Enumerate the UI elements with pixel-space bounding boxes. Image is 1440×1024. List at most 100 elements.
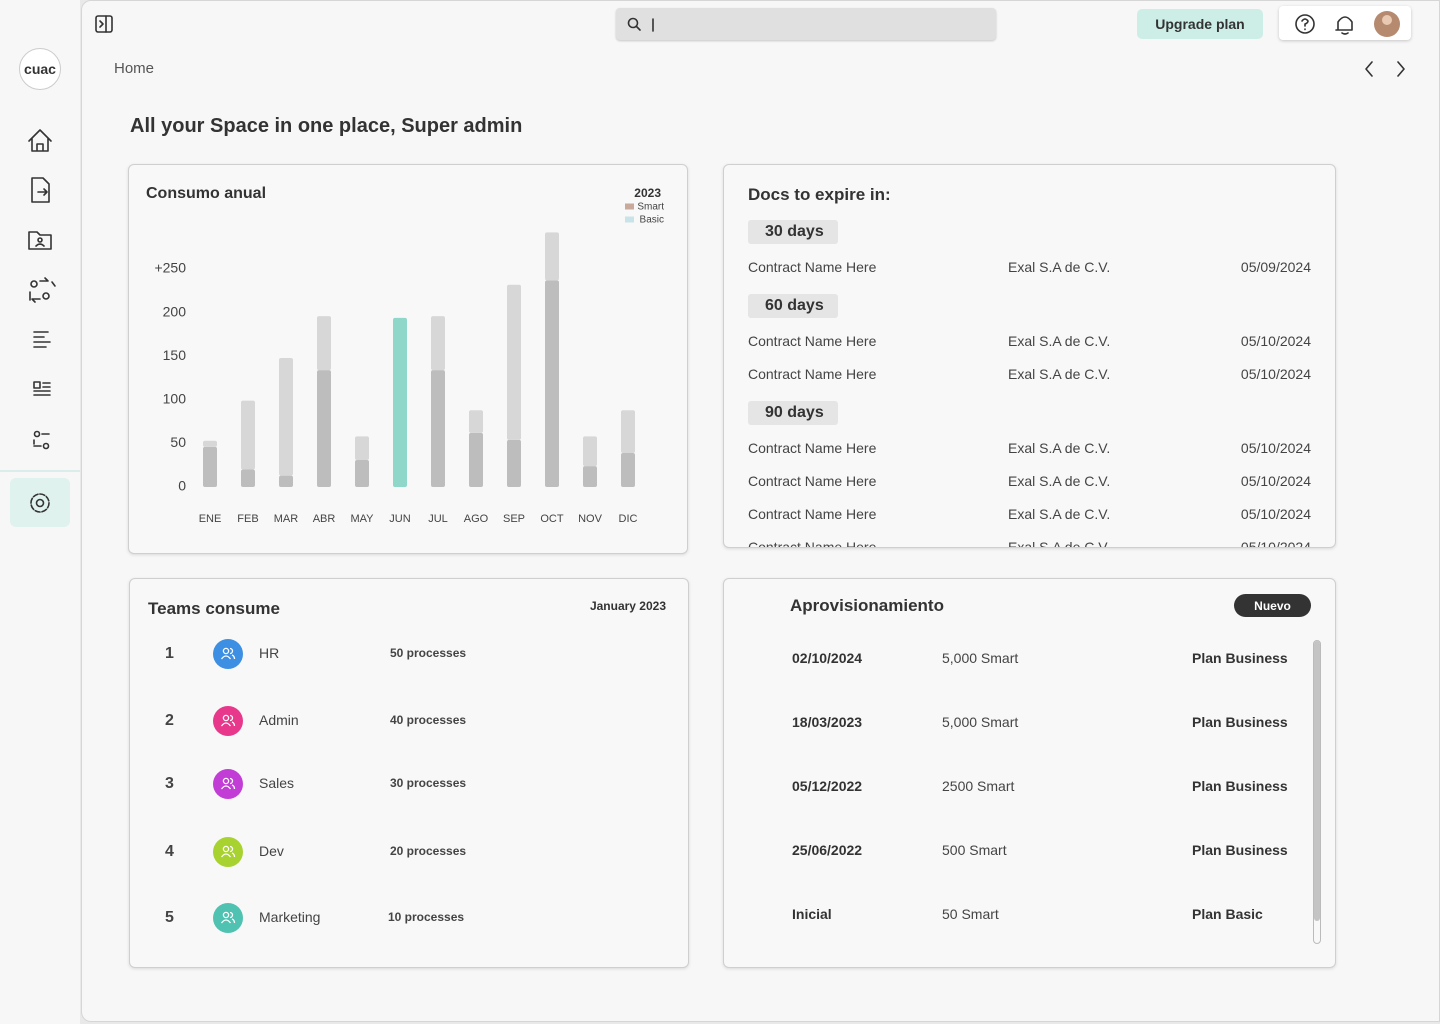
company: Exal S.A de C.V. [1008,333,1111,349]
flow-icon[interactable] [33,430,50,450]
bar-segment [431,370,445,487]
new-badge[interactable]: Nuevo [1234,594,1311,617]
docs-card: Docs to expire in: 30 days Contract Name … [723,164,1336,548]
provision-date: 25/06/2022 [792,842,863,858]
bar-segment [545,232,559,281]
list-icon[interactable] [33,331,51,348]
bar-segment [583,466,597,487]
bar-segment [507,284,521,440]
contract-name: Contract Name Here [748,440,877,456]
y-tick-label: 150 [163,347,187,363]
team-name: HR [259,645,280,661]
team-name: Admin [259,712,299,728]
toolbar [1279,6,1411,40]
team-processes: 10 processes [388,910,465,924]
back[interactable] [1365,61,1373,77]
bar-segment [507,439,521,487]
expiry-chip: 60 days [748,294,838,318]
chart: Consumo anual 2023 0 50 100 150 200 +250 ENE FE… [146,185,664,525]
chart-card: Consumo anual 2023 0 50 100 150 200 +250 ENE FE… [128,164,688,554]
x-tick-label: JUN [389,513,410,525]
company: Exal S.A de C.V. [1008,259,1111,275]
x-tick-label: MAR [274,513,299,525]
team-processes: 20 processes [390,844,467,858]
team-icon [220,777,236,790]
team-name: Dev [259,843,284,859]
team-rank: 5 [165,909,174,926]
expiry-date: 05/10/2024 [1240,366,1311,382]
provision-date: 18/03/2023 [792,714,863,730]
bar-segment [393,317,407,487]
bar-segment [355,459,369,487]
y-tick-label: 50 [170,434,186,450]
expiry-date: 05/10/2024 [1240,440,1311,456]
x-tick-label: AGO [464,513,489,525]
team-name: Marketing [259,909,321,925]
search-box[interactable] [616,8,996,40]
team-rank: 1 [165,645,174,662]
bar-segment [241,400,255,470]
x-tick-label: ABR [313,513,336,525]
provisioning-title: Aprovisionamiento [790,596,944,615]
bar-segment [545,280,559,487]
forward[interactable] [1397,61,1405,77]
docs-icon[interactable] [31,177,50,203]
provision-plan: Plan Business [1192,650,1288,666]
provision-amount: 2500 Smart [942,778,1015,794]
team-icon [220,714,236,727]
legend-label: Smart [637,202,664,213]
team-avatar [213,837,243,867]
greeting: All your Space in one place, Super admin [130,115,523,137]
y-tick-label: 0 [178,478,186,494]
bar-segment [203,446,217,487]
team-processes: 30 processes [390,776,467,790]
nav-icons [0,129,80,527]
provision-amount: 500 Smart [942,842,1007,858]
settings-icon[interactable] [30,493,50,513]
help-icon[interactable] [1295,14,1315,34]
contract-name: Contract Name Here [748,366,877,382]
team-processes: 40 processes [390,713,467,727]
contract-name: Contract Name Here [748,539,877,548]
provision-date: 02/10/2024 [792,650,863,666]
folder-icon[interactable] [28,231,52,250]
upgrade-button[interactable]: Upgrade plan [1137,9,1263,39]
collapse-icon[interactable] [94,14,116,34]
provision-plan: Plan Business [1192,842,1288,858]
contract-name: Contract Name Here [748,506,877,522]
bar-segment [317,316,331,371]
bar-segment [621,410,635,453]
form-icon[interactable] [33,381,51,396]
contract-name: Contract Name Here [748,333,877,349]
team-avatar [213,706,243,736]
provisioning-card: Aprovisionamiento Nuevo 02/10/2024 5,000 … [723,578,1336,968]
expiry-chip: 30 days [748,220,838,244]
team-processes: 50 processes [390,646,467,660]
provision-plan: Plan Business [1192,778,1288,794]
provision-date: Inicial [792,906,832,922]
bar-segment [431,316,445,371]
bar-segment [203,440,217,447]
team-icon [220,647,236,660]
toolbar-icons [1295,11,1400,37]
exchange-icon[interactable] [29,277,56,303]
provision-amount: 5,000 Smart [942,650,1019,666]
bar-segment [621,452,635,487]
bell-icon[interactable] [1335,16,1353,35]
expiry-date: 05/10/2024 [1240,473,1311,489]
expiry-date: 05/10/2024 [1240,506,1311,522]
teams-card: Teams consume January 2023 1 HR 50 process… [129,578,689,968]
company: Exal S.A de C.V. [1008,506,1111,522]
expiry-date: 05/10/2024 [1240,333,1311,349]
provision-plan: Plan Business [1192,714,1288,730]
provision-amount: 50 Smart [942,906,999,922]
logo[interactable]: cuac [19,48,61,90]
scrollbar-thumb[interactable] [1314,641,1320,921]
home-icon[interactable] [28,129,52,152]
provision-date: 05/12/2022 [792,778,863,794]
settings-active[interactable] [10,478,70,527]
company: Exal S.A de C.V. [1008,539,1111,548]
contract-name: Contract Name Here [748,259,877,275]
team-name: Sales [259,775,295,791]
